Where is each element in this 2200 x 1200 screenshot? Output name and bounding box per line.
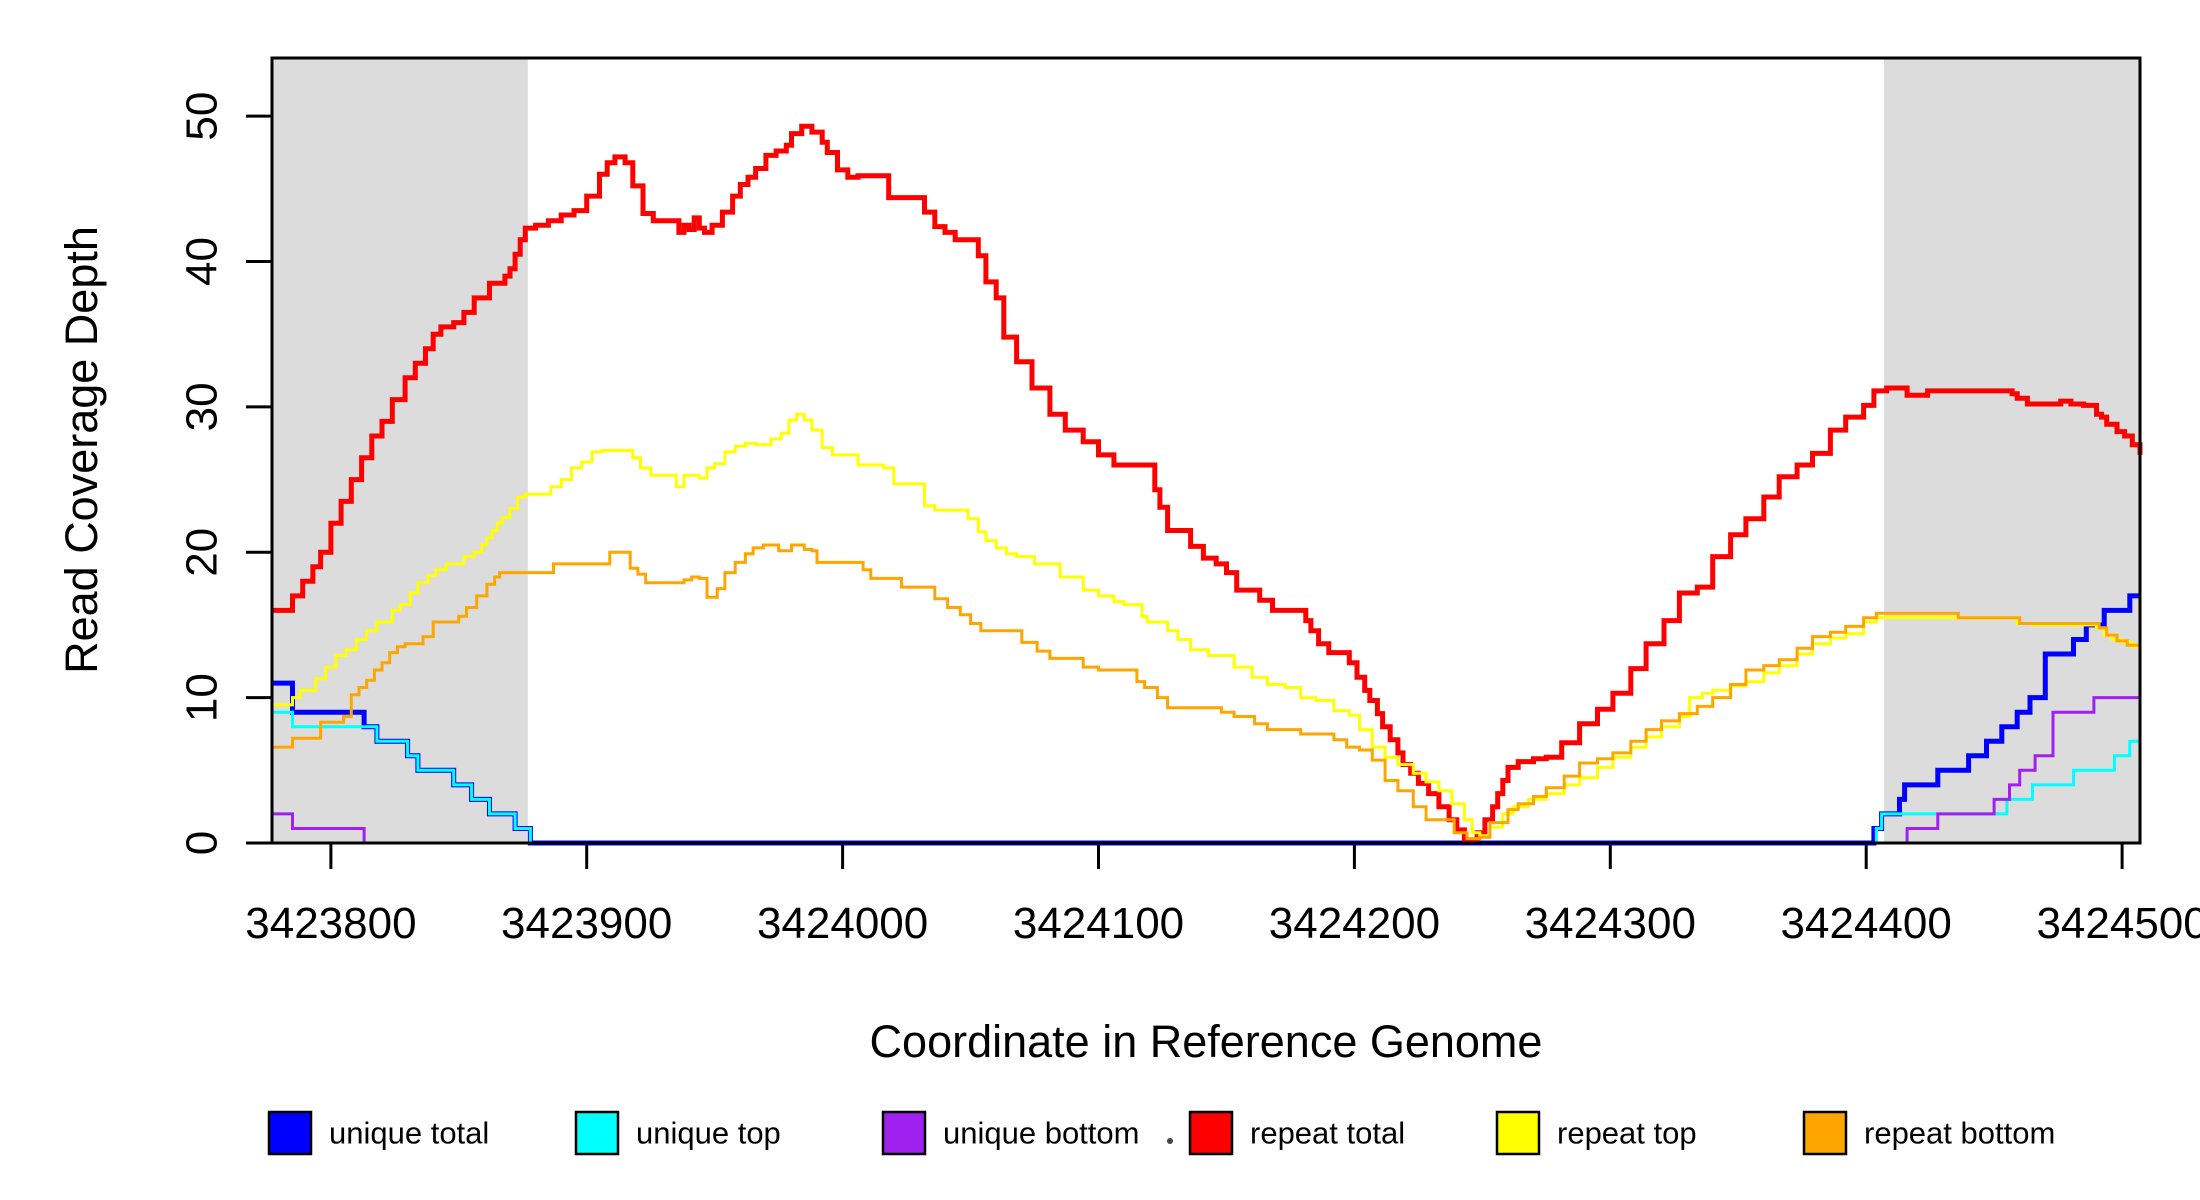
series-unique-bottom: [272, 696, 2140, 845]
legend-artifact-dot: [1167, 1138, 1173, 1144]
shaded-region: [1884, 58, 2140, 843]
y-tick-label: 50: [178, 92, 227, 141]
plot-box: [270, 56, 2142, 845]
series-unique-top: [272, 710, 2140, 845]
legend-label-unique-top: unique top: [636, 1116, 781, 1151]
y-tick-label: 30: [178, 382, 227, 431]
x-tick-label: 3424400: [1781, 899, 1952, 948]
series-repeat-top: [272, 412, 2142, 838]
legend-label-repeat-bottom: repeat bottom: [1864, 1116, 2055, 1151]
y-tick-label: 20: [178, 528, 227, 577]
x-tick-label: 3424500: [2036, 899, 2200, 948]
series-repeat-total: [272, 123, 2143, 843]
legend-label-unique-bottom: unique bottom: [943, 1116, 1139, 1151]
x-tick-label: 3424000: [757, 899, 928, 948]
x-tick-label: 3423900: [501, 899, 672, 948]
series-repeat-bottom: [272, 543, 2142, 841]
y-axis-title: Read Coverage Depth: [56, 226, 107, 674]
legend-swatch-unique-bottom: [881, 1110, 927, 1156]
y-tick-label: 0: [178, 831, 227, 855]
legend-swatch-unique-top: [574, 1110, 620, 1156]
legend-swatch-repeat-total: [1188, 1110, 1234, 1156]
x-tick-label: 3424100: [1013, 899, 1184, 948]
y-tick-label: 10: [178, 673, 227, 722]
legend-label-repeat-total: repeat total: [1250, 1116, 1405, 1151]
x-tick-label: 3423800: [245, 899, 416, 948]
y-tick-label: 40: [178, 237, 227, 286]
legend-label-repeat-top: repeat top: [1557, 1116, 1697, 1151]
legend-swatch-repeat-top: [1495, 1110, 1541, 1156]
legend-label-unique-total: unique total: [329, 1116, 489, 1151]
x-tick-label: 3424200: [1269, 899, 1440, 948]
x-tick-label: 3424300: [1525, 899, 1696, 948]
x-axis-title: Coordinate in Reference Genome: [869, 1016, 1543, 1067]
legend-swatch-unique-total: [267, 1110, 313, 1156]
legend-swatch-repeat-bottom: [1802, 1110, 1848, 1156]
